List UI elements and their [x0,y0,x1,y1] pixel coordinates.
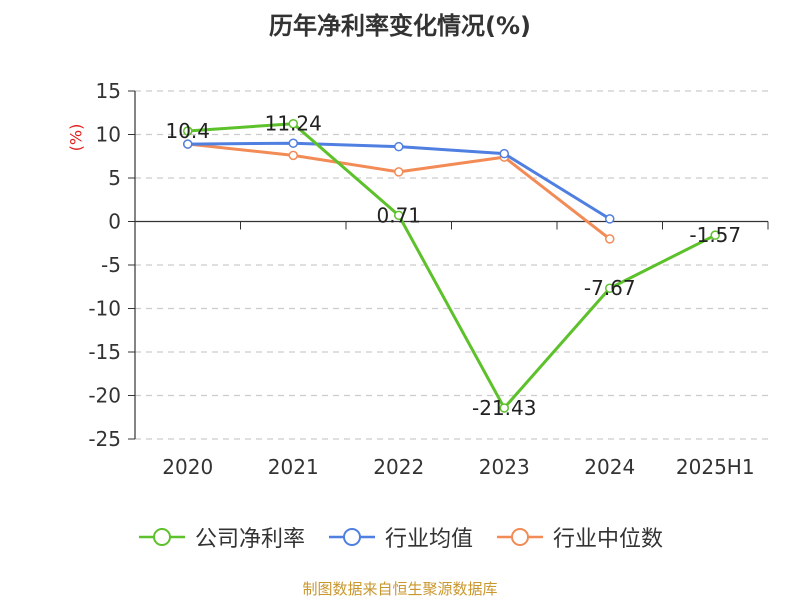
data-point [499,403,509,413]
data-point [288,138,298,148]
chart-title: 历年净利率变化情况(%) [269,12,531,40]
y-tick-label: -10 [88,297,121,321]
data-point [394,210,404,221]
x-tick-label: 2023 [479,455,530,479]
legend-label: 公司净利率 [194,527,305,552]
series-line [187,122,716,410]
x-tick-label: 2021 [268,455,319,479]
data-label: 11.24 [265,112,322,136]
legend: 公司净利率 行业均值 行业中位数 [0,520,800,554]
legend-item[interactable]: 行业中位数 [495,521,663,553]
data-point [710,230,720,240]
y-tick-label: -25 [88,427,121,451]
data-point [288,118,298,129]
legend-item[interactable]: 行业均值 [327,521,473,553]
data-label: -21.43 [472,396,536,420]
data-point [394,141,404,152]
legend-line-icon [138,528,185,546]
data-point [183,126,193,136]
legend-label: 行业中位数 [553,527,664,552]
y-tick-label: -20 [88,384,121,408]
data-point [605,283,615,293]
y-tick-label: -15 [88,340,121,364]
data-point [394,167,404,177]
legend-label: 行业均值 [384,527,473,552]
y-tick-label: -5 [101,253,121,277]
y-tick-label: 0 [108,210,121,234]
data-point [288,150,298,161]
data-point [605,214,615,224]
legend-line-icon [497,528,543,546]
legend-item[interactable]: 公司净利率 [137,521,305,553]
y-tick-label: 5 [108,166,121,190]
source-note: 制图数据来自恒生聚源数据库 [302,580,498,598]
x-tick-label: 2024 [584,455,635,479]
data-label: 10.4 [165,119,210,143]
y-tick-label: 15 [96,79,121,103]
data-label: -1.57 [689,223,741,247]
data-point [499,148,509,159]
legend-line-icon [328,528,375,546]
data-point [183,139,193,149]
y-tick-label: 10 [96,123,121,147]
data-label: 0.71 [376,203,421,227]
x-tick-label: 2022 [373,455,424,479]
x-tick-label: 2025H1 [676,455,755,479]
data-label: -7.67 [584,276,636,300]
x-tick-label: 2020 [162,455,213,479]
data-point [605,234,615,244]
